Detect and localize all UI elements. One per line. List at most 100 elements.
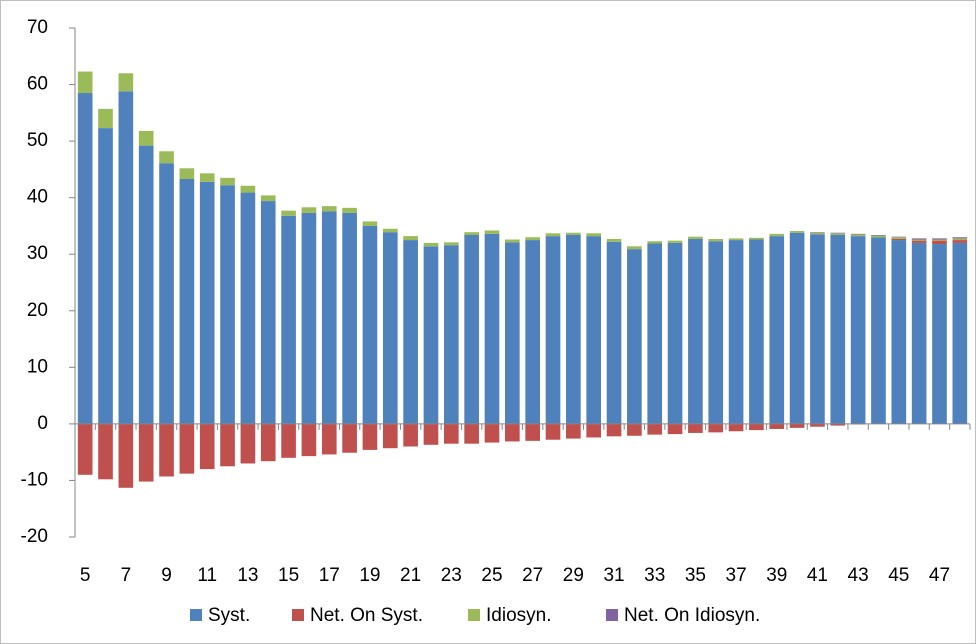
bar-segment [382, 232, 398, 424]
bar-segment [728, 423, 744, 432]
bar-segment [810, 234, 825, 424]
x-tick-label: 29 [563, 565, 584, 586]
legend-label: Net. On Idiosyn. [624, 605, 760, 626]
bar-segment [301, 207, 317, 213]
x-tick-label: 23 [441, 565, 462, 586]
bar-segment [952, 242, 968, 424]
bar-segment [240, 185, 256, 193]
bar-segment [464, 232, 479, 235]
bar-segment [403, 240, 418, 424]
bar-segment [952, 240, 968, 243]
bar-segment [281, 423, 296, 458]
bar-segment [627, 246, 642, 250]
bar-segment [830, 234, 846, 424]
bar-segment [220, 185, 235, 424]
x-tick-label: 33 [644, 565, 665, 586]
legend-swatch [606, 609, 618, 621]
bar-segment [647, 241, 663, 244]
y-tick-label: -20 [21, 526, 48, 547]
bar-segment [667, 240, 683, 243]
bar-segment [220, 423, 235, 467]
x-tick-label: 15 [278, 565, 299, 586]
bar-segment [810, 423, 825, 427]
bar-segment [810, 232, 825, 233]
bar-segment [830, 232, 846, 234]
bar-segment [586, 233, 602, 237]
bar-segment [342, 423, 357, 453]
bar-segment [708, 423, 724, 433]
bar-segment [850, 236, 866, 424]
bar-segment [647, 423, 663, 435]
bar-segment [382, 423, 398, 449]
bar-segment [342, 207, 357, 213]
bar-segment [484, 423, 500, 443]
y-tick-label: 10 [27, 356, 48, 377]
bar-segment [301, 423, 317, 457]
bar-segment [525, 240, 540, 424]
bar-segment [688, 423, 703, 433]
bar-segment [850, 234, 866, 237]
bar-segment [606, 423, 622, 437]
bar-segment [606, 238, 622, 242]
bar-segment [932, 238, 947, 240]
bar-segment [505, 239, 520, 243]
bar-segment [911, 238, 927, 240]
bar-segment [118, 423, 134, 488]
bar-segment [911, 242, 927, 424]
bar-segment [199, 181, 215, 424]
bar-segment [606, 241, 622, 424]
y-tick-label: 40 [27, 187, 48, 208]
bar-segment [77, 71, 93, 94]
bar-segment [545, 233, 561, 237]
legend-swatch [468, 609, 480, 621]
bar-segment [566, 232, 581, 235]
bar-segment [891, 240, 907, 424]
x-tick-label: 5 [80, 565, 91, 586]
bar-segment [749, 237, 764, 240]
bar-segment [911, 240, 927, 243]
bar-segment [98, 108, 113, 129]
bar-segment [769, 236, 785, 424]
legend-swatch [190, 609, 202, 621]
bar-segment [464, 234, 479, 424]
bar-segment [260, 201, 276, 424]
bar-segment [708, 238, 724, 242]
bar-segment [769, 423, 785, 429]
bar-segment [281, 215, 296, 424]
bar-segment [118, 91, 134, 424]
bar-segment [545, 423, 561, 440]
bar-segment [423, 246, 439, 424]
bar-segment [871, 234, 886, 236]
bar-segment [179, 423, 195, 474]
legend-label: Syst. [208, 605, 250, 626]
x-tick-label: 11 [197, 565, 217, 586]
bar-segment [260, 195, 276, 202]
bar-segment [138, 130, 154, 146]
bar-segment [159, 163, 174, 424]
bar-segment [118, 73, 134, 92]
bar-segment [810, 232, 825, 235]
bar-segment [749, 239, 764, 424]
bar-segment [891, 236, 907, 238]
bar-segment [240, 423, 256, 464]
bar-segment [586, 236, 602, 424]
bar-segment [830, 423, 846, 426]
bar-segment [138, 423, 154, 482]
legend-swatch [292, 609, 304, 621]
bar-segment [830, 233, 846, 235]
x-tick-label: 27 [522, 565, 543, 586]
bar-segment [627, 249, 642, 424]
bar-segment [484, 230, 500, 234]
x-tick-label: 9 [161, 565, 172, 586]
bar-segment [321, 423, 337, 455]
bar-segment [321, 206, 337, 212]
bar-segment [952, 238, 968, 241]
bar-segment [667, 242, 683, 424]
bar-segment [362, 423, 378, 450]
x-tick-label: 7 [121, 565, 132, 586]
x-tick-label: 47 [929, 565, 950, 586]
bar-segment [443, 242, 459, 246]
bar-segment [505, 242, 520, 424]
bar-segment [789, 231, 805, 233]
